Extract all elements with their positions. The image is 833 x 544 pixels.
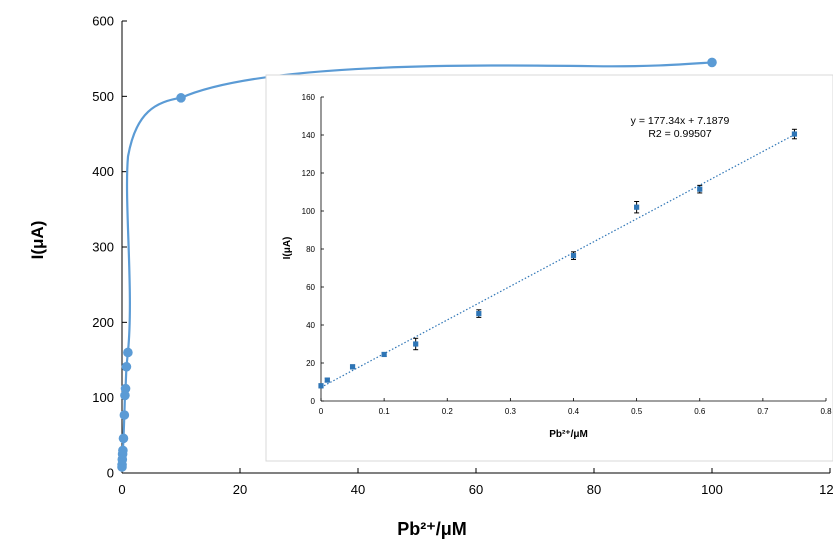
inset-y-tick-label: 160 — [302, 93, 316, 102]
x-tick-label: 40 — [351, 482, 365, 497]
data-point — [634, 204, 640, 210]
x-tick-label: 60 — [469, 482, 483, 497]
data-point — [381, 351, 387, 358]
inset-x-tick-label: 0.8 — [820, 407, 832, 416]
inset-x-tick-label: 0.7 — [757, 407, 769, 416]
data-point — [176, 93, 186, 103]
data-point — [324, 377, 330, 383]
y-tick-label: 500 — [92, 89, 114, 104]
x-tick-label: 20 — [233, 482, 247, 497]
y-tick-label: 600 — [92, 14, 114, 29]
r-squared-label: R2 = 0.99507 — [648, 128, 712, 140]
x-axis-title: Pb²⁺/μM — [397, 519, 467, 539]
data-point — [697, 186, 703, 192]
data-point — [120, 383, 131, 394]
data-point — [119, 410, 130, 420]
x-tick-label: 100 — [701, 482, 723, 497]
inset-x-tick-label: 0.3 — [505, 407, 517, 416]
inset-x-tick-label: 0.5 — [631, 407, 643, 416]
data-point — [570, 253, 577, 259]
inset-x-tick-label: 0 — [319, 407, 324, 416]
data-point — [123, 347, 133, 358]
x-tick-label: 80 — [587, 482, 601, 497]
x-tick-label: 120 — [819, 482, 833, 497]
y-tick-label: 200 — [92, 315, 114, 330]
y-tick-label: 400 — [92, 164, 114, 179]
inset-y-tick-label: 40 — [306, 321, 315, 330]
data-point — [476, 311, 482, 317]
data-point — [118, 433, 129, 444]
inset-x-tick-label: 0.4 — [568, 407, 580, 416]
inset-y-tick-label: 80 — [306, 245, 315, 254]
y-tick-label: 100 — [92, 390, 114, 405]
data-point — [413, 341, 419, 347]
inset-x-tick-label: 0.2 — [442, 407, 454, 416]
data-point — [118, 445, 128, 456]
data-point — [318, 383, 324, 389]
y-tick-label: 300 — [92, 240, 114, 255]
inset-frame — [265, 74, 833, 462]
data-point — [791, 131, 798, 137]
inset-x-tick-label: 0.1 — [379, 407, 391, 416]
equation-label: y = 177.34x + 7.1879 — [631, 115, 730, 127]
data-point — [707, 57, 717, 68]
inset-chart: 0 20 40 60 80 100 120 140 160 0 0.1 0.2 0.3 0.4 0.5 0.6… — [265, 74, 833, 462]
main-chart: 0100200300400500600020406080100120I(μA)P… — [28, 14, 833, 540]
inset-y-tick-label: 60 — [306, 283, 315, 292]
y-axis-title: I(μA) — [28, 221, 47, 260]
inset-y-tick-label: 20 — [306, 359, 315, 368]
data-point — [121, 361, 132, 372]
inset-x-tick-label: 0.6 — [694, 407, 706, 416]
inset-y-tick-label: 100 — [302, 207, 316, 216]
x-tick-label: 0 — [118, 482, 125, 497]
inset-y-axis-title: I(μA) — [282, 237, 293, 260]
inset-x-axis-title: Pb²⁺/μM — [549, 429, 588, 440]
data-point — [349, 364, 356, 370]
inset-y-tick-label: 140 — [302, 131, 316, 140]
inset-y-tick-label: 0 — [311, 397, 316, 406]
inset-y-tick-label: 120 — [302, 169, 316, 178]
y-tick-label: 0 — [107, 466, 114, 481]
